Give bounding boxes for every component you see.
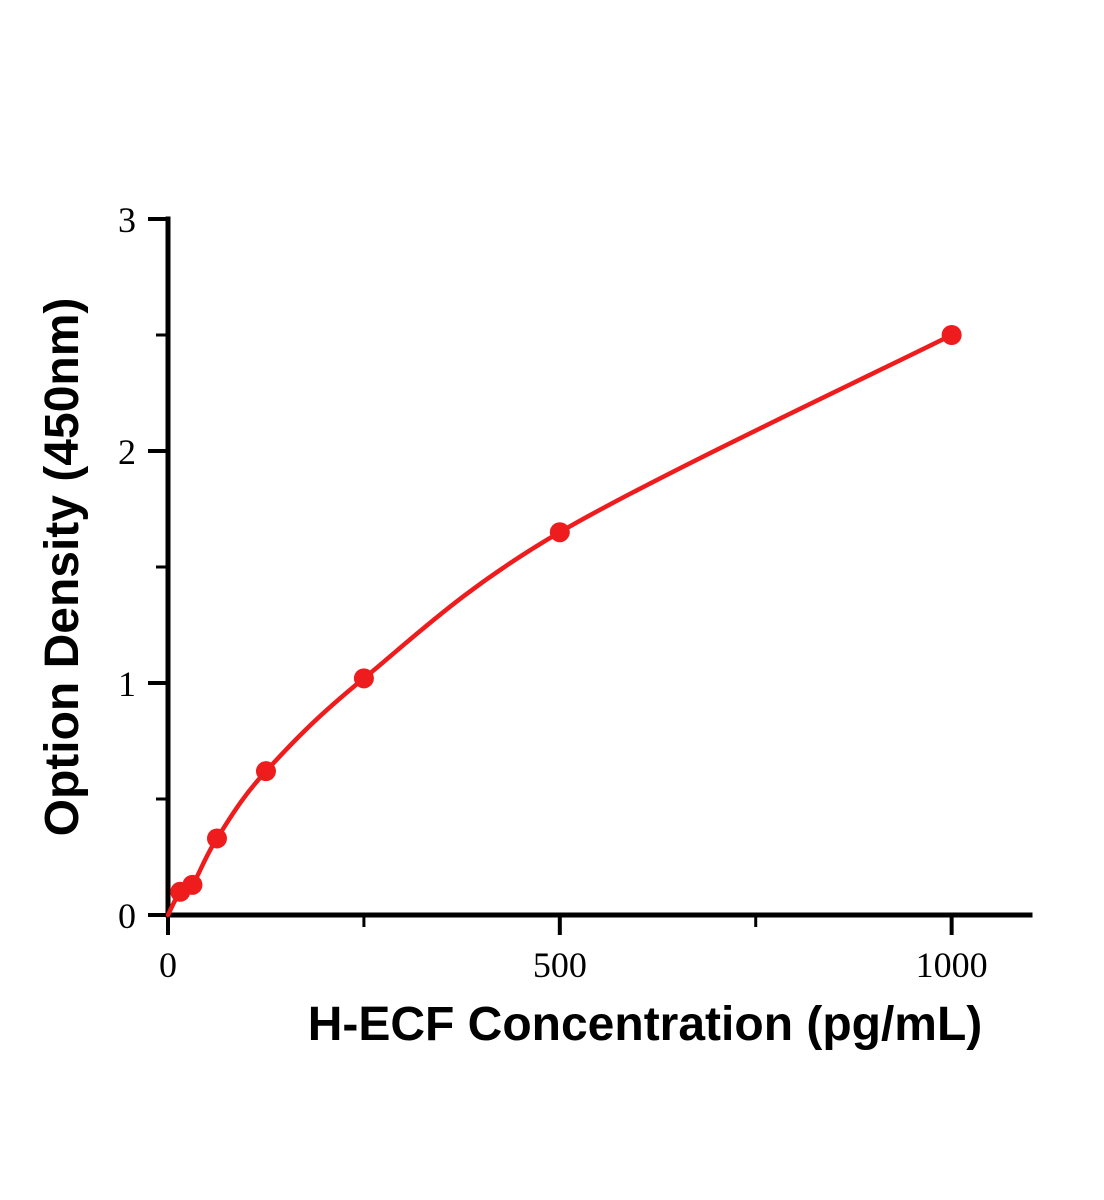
axes [165,216,1033,918]
data-point-marker [941,325,962,345]
data-point-marker [549,522,570,543]
data-point-marker [255,761,276,782]
y-tick-label: 0 [118,896,136,936]
y-tick-label: 2 [118,432,136,472]
x-axis-label: H-ECF Concentration (pg/mL) [308,998,983,1051]
x-tick-label: 0 [159,945,177,985]
data-point-marker [182,874,203,895]
x-tick-label: 1000 [916,945,988,985]
standard-curve-line [165,332,954,918]
data-point-marker [353,668,374,689]
y-tick-label: 3 [118,200,136,240]
data-point-marker [206,828,227,849]
x-tick-label: 500 [533,945,587,985]
plot-layer: 0 500 1000 0 1 2 3 [118,200,1033,985]
y-tick-label: 1 [118,664,136,704]
y-axis-label: Option Density (450nm) [36,298,89,837]
